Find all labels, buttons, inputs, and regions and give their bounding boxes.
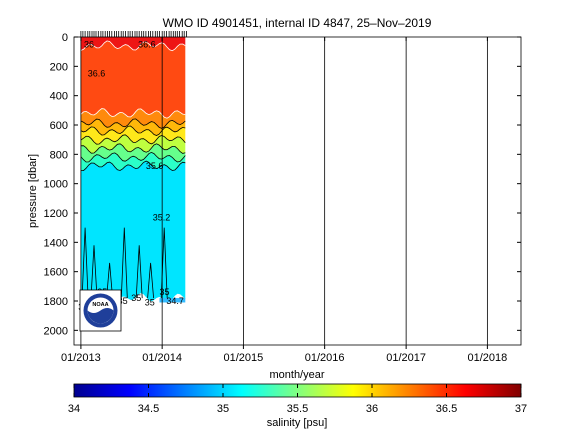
colorbar-ticks: 34 34.5 35 35.5 36 36.5 37 — [68, 384, 527, 415]
y-tick-label: 0 — [62, 32, 68, 44]
colorbar-tick-label: 35.5 — [287, 403, 308, 415]
y-tick-label: 2000 — [44, 325, 68, 337]
contour-line — [106, 262, 113, 299]
y-tick-label: 1600 — [44, 267, 68, 279]
contour-line — [120, 227, 128, 299]
contour-line — [80, 108, 186, 119]
contour-label: 35 — [145, 297, 155, 307]
contour-label: 36 — [84, 39, 94, 49]
contour-label: 35.2 — [153, 212, 171, 222]
x-tick-label: 01/2017 — [386, 352, 426, 364]
chart-title: WMO ID 4901451, internal ID 4847, 25–Nov… — [163, 16, 432, 30]
x-tick-label: 01/2018 — [468, 352, 508, 364]
colorbar-tick-label: 36 — [366, 403, 378, 415]
plot-frame — [73, 36, 522, 346]
colorbar-tick-label: 36.5 — [436, 403, 457, 415]
contour-label: 35.6 — [146, 161, 164, 171]
contour-label: 36.6 — [138, 39, 156, 49]
salinity-band — [80, 118, 186, 136]
x-tick-label: 01/2015 — [224, 352, 264, 364]
contour-line — [147, 262, 154, 299]
logo-text: NOAA — [92, 302, 108, 308]
y-axis: 0 200 400 600 800 1000 1200 1400 1600 1800 2000 — [44, 32, 521, 337]
x-tick-label: 01/2014 — [142, 352, 182, 364]
y-tick-label: 1800 — [44, 296, 68, 308]
contour-line — [80, 40, 186, 52]
profile-date-ticks — [80, 31, 187, 37]
contour-lines — [80, 40, 186, 299]
y-tick-label: 1000 — [44, 179, 68, 191]
colorbar-label: salinity [psu] — [267, 417, 328, 429]
salinity-band — [80, 152, 186, 171]
contour-line — [80, 143, 186, 154]
colorbar-tick-label: 37 — [515, 403, 527, 415]
x-axis: 01/2013 01/2014 01/2015 01/2016 01/2017 01/20… — [61, 37, 507, 364]
y-tick-label: 1200 — [44, 208, 68, 220]
contour-label: 34.7 — [166, 296, 184, 306]
y-tick-label: 400 — [50, 91, 68, 103]
contour-line — [135, 245, 143, 299]
contour-line — [90, 245, 98, 299]
contour-label: 35 — [118, 296, 128, 306]
salinity-band — [80, 108, 186, 129]
contour-line — [80, 134, 186, 145]
salinity-band — [80, 126, 186, 145]
noaa-logo: NOAA — [79, 289, 122, 332]
salinity-band — [80, 161, 186, 303]
contour-label: 36.6 — [88, 69, 106, 79]
salinity-band — [80, 143, 186, 162]
y-tick-label: 1400 — [44, 237, 68, 249]
contour-line — [81, 227, 89, 299]
contour-label: 35 — [131, 293, 141, 303]
contour-label: 35 — [160, 287, 170, 297]
colorbar-tick-label: 34 — [68, 403, 80, 415]
contour-line — [80, 118, 186, 129]
salinity-band — [80, 40, 186, 119]
y-tick-label: 200 — [50, 61, 68, 73]
salinity-band — [80, 37, 186, 51]
x-tick-label: 01/2016 — [305, 352, 345, 364]
contour-line — [80, 151, 186, 163]
gridlines — [80, 37, 488, 345]
y-tick-label: 600 — [50, 120, 68, 132]
contour-line — [80, 125, 186, 136]
y-axis-label: pressure [dbar] — [27, 154, 39, 228]
contour-line — [80, 160, 186, 171]
y-tick-label: 800 — [50, 149, 68, 161]
salinity-bands — [80, 37, 186, 303]
x-tick-label: 01/2013 — [61, 352, 101, 364]
colorbar-tick-label: 34.5 — [138, 403, 159, 415]
colorbar-tick-label: 35 — [217, 403, 229, 415]
x-axis-label: month/year — [269, 369, 324, 381]
bottom-salinity-patch — [159, 298, 186, 303]
